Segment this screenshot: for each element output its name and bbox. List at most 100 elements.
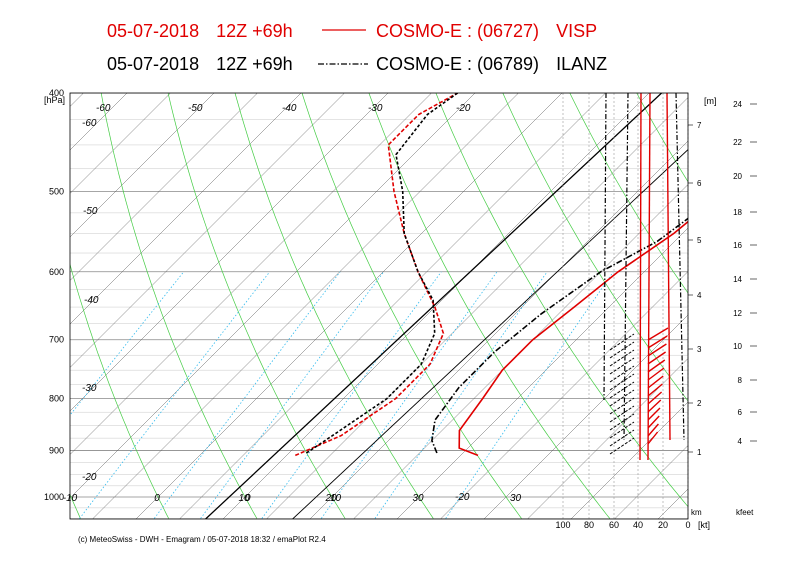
wind-barb-ilanz bbox=[609, 389, 635, 407]
wind-staff-visp bbox=[639, 92, 642, 461]
wind-barb-visp bbox=[647, 383, 663, 397]
wind-barb-ilanz bbox=[609, 365, 635, 383]
title-model-ilanz: COSMO-E : (06789) ILANZ bbox=[376, 54, 607, 74]
wind-barb-ilanz bbox=[609, 349, 635, 367]
height-km-label: km bbox=[691, 508, 702, 517]
wind-barb-visp bbox=[647, 415, 660, 429]
model-visp: COSMO-E : (06727) bbox=[376, 21, 539, 41]
height-m-tick-label: 1 bbox=[697, 448, 702, 457]
title-line-ilanz: 05-07-2018 12Z +69h bbox=[107, 54, 293, 74]
isotherm bbox=[70, 93, 302, 325]
dry-adiabat bbox=[691, 70, 800, 518]
wind-barb-visp bbox=[647, 375, 664, 389]
height-kft-tick-label: 16 bbox=[733, 241, 742, 250]
isotherm bbox=[570, 401, 688, 519]
temperature-tick-label: 20 bbox=[324, 493, 337, 504]
pressure-tick-label: 900 bbox=[49, 446, 64, 456]
wind-barb-visp bbox=[647, 399, 662, 413]
dry-adiabat bbox=[234, 93, 434, 519]
dry-adiabat bbox=[70, 493, 81, 519]
dry-adiabat bbox=[368, 93, 611, 519]
title-line-visp: 05-07-2018 12Z +69h bbox=[107, 21, 293, 41]
wind-tick-label: 40 bbox=[633, 520, 643, 530]
station-visp: VISP bbox=[556, 21, 597, 41]
dewpoint-curve-ilanz bbox=[305, 93, 459, 454]
temperature-tick-label: -10 bbox=[63, 493, 78, 504]
temperature-tick-label: 0 bbox=[154, 493, 160, 504]
isotherm bbox=[440, 271, 688, 519]
isotherm-label: 30 bbox=[510, 493, 522, 504]
title-date-ilanz: 05-07-2018 bbox=[107, 54, 199, 74]
height-kft-tick-label: 14 bbox=[733, 275, 742, 284]
wind-barb-visp bbox=[647, 335, 668, 349]
isotherm bbox=[70, 93, 476, 499]
wind-barb-visp bbox=[647, 423, 659, 437]
wind-tick-label: 0 bbox=[685, 520, 690, 530]
height-m-label: [m] bbox=[704, 96, 717, 106]
height-kft-tick-label: 18 bbox=[733, 208, 742, 217]
dry-adiabat bbox=[301, 93, 522, 519]
height-kft-tick-label: 4 bbox=[738, 437, 743, 446]
isotherm-label: -60 bbox=[82, 118, 97, 129]
wind-unit-label: [kt] bbox=[698, 520, 710, 530]
wind-barb-ilanz bbox=[609, 397, 635, 415]
title-date-visp: 05-07-2018 bbox=[107, 21, 199, 41]
wind-tick-label: 60 bbox=[609, 520, 619, 530]
height-kft-label: kfeet bbox=[736, 508, 754, 517]
wind-barb-ilanz bbox=[609, 381, 635, 399]
wind-barb-ilanz bbox=[609, 429, 635, 447]
isotherm-label: 0 bbox=[245, 493, 251, 504]
height-kft-tick-label: 8 bbox=[738, 376, 743, 385]
isotherm bbox=[0, 53, 80, 559]
wind-barb-visp bbox=[647, 327, 669, 341]
isotherm-label: -20 bbox=[82, 472, 97, 483]
mixing-ratio-line bbox=[445, 271, 614, 519]
isotherm bbox=[662, 53, 800, 559]
mixing-ratio-line bbox=[261, 271, 442, 519]
dry-adiabat bbox=[636, 93, 688, 183]
wind-barb-ilanz bbox=[609, 413, 635, 431]
wind-tick-label: 80 bbox=[584, 520, 594, 530]
wind-staff-ilanz bbox=[603, 92, 607, 401]
chart-title: 05-07-2018 12Z +69h COSMO-E : (06727) VI… bbox=[107, 21, 607, 74]
credit-text: (c) MeteoSwiss - DWH - Emagram / 05-07-2… bbox=[78, 535, 326, 544]
isotherm-label: -20 bbox=[455, 492, 470, 503]
dry-adiabat bbox=[757, 70, 800, 518]
isotherm bbox=[309, 140, 688, 519]
height-m-tick-label: 5 bbox=[697, 236, 702, 245]
isotherm bbox=[70, 93, 345, 368]
height-m-tick-label: 7 bbox=[697, 121, 702, 130]
isotherm bbox=[657, 488, 688, 519]
isotherm bbox=[396, 227, 688, 519]
pressure-tick-label: 400 bbox=[49, 88, 64, 98]
isotherm bbox=[353, 184, 688, 519]
wind-barb-ilanz bbox=[609, 333, 635, 351]
pressure-tick-label: 600 bbox=[49, 267, 64, 277]
height-kft-tick-label: 20 bbox=[733, 172, 742, 181]
wind-barb-visp bbox=[647, 391, 663, 405]
wind-tick-label: 100 bbox=[555, 520, 570, 530]
profile-curves bbox=[294, 93, 688, 457]
isotherm bbox=[266, 97, 688, 519]
isotherm bbox=[70, 93, 171, 194]
isotherm bbox=[483, 314, 688, 519]
isotherm-label: -20 bbox=[456, 103, 471, 114]
wind-barb-visp bbox=[647, 343, 667, 357]
wind-barb-visp bbox=[647, 431, 659, 445]
isotherm bbox=[179, 93, 606, 519]
isotherm bbox=[527, 358, 688, 519]
height-m-tick-label: 6 bbox=[697, 179, 702, 188]
height-kft-tick-label: 22 bbox=[733, 138, 742, 147]
wind-barb-visp bbox=[647, 351, 666, 365]
temperature-tick-label: 10 bbox=[238, 493, 250, 504]
isotherm bbox=[70, 93, 128, 151]
mixing-ratio-line bbox=[79, 271, 271, 519]
temperature-tick-label: 30 bbox=[412, 493, 424, 504]
dewpoint-curve-visp bbox=[294, 93, 458, 457]
wind-barb-ilanz bbox=[609, 437, 635, 455]
isotherm-label: 10 bbox=[330, 493, 342, 504]
title-run-ilanz: 12Z +69h bbox=[216, 54, 293, 74]
temperature-curve-ilanz bbox=[431, 217, 688, 454]
isotherm bbox=[70, 93, 215, 238]
dry-adiabat bbox=[100, 93, 258, 519]
